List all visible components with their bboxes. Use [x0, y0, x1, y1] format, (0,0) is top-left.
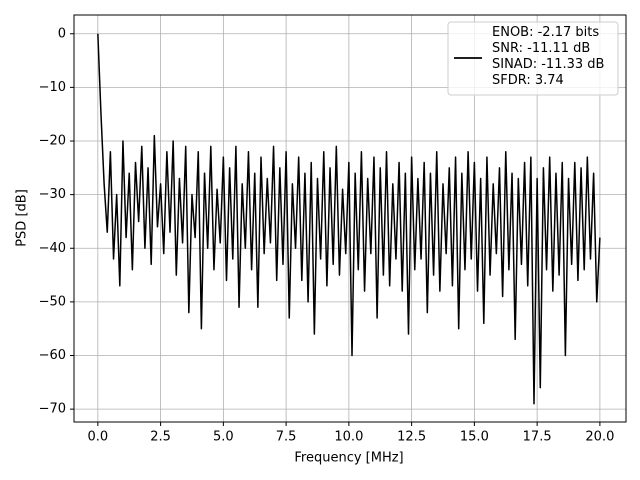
- x-tick-label: 17.5: [523, 430, 552, 445]
- x-tick-label: 15.0: [460, 430, 489, 445]
- y-tick-label: −50: [39, 294, 66, 309]
- x-axis-label: Frequency [MHz]: [294, 451, 403, 466]
- y-tick-label: 0: [58, 26, 66, 41]
- x-tick-label: 0.0: [88, 430, 109, 445]
- x-tick-label: 7.5: [276, 430, 297, 445]
- y-tick-label: −60: [39, 348, 66, 363]
- x-tick-label: 10.0: [334, 430, 363, 445]
- legend-label: ENOB: -2.17 bits SNR: -11.11 dB SINAD: -…: [492, 25, 605, 88]
- x-tick-label: 5.0: [213, 430, 234, 445]
- y-tick-label: −70: [39, 402, 66, 417]
- y-axis-label: PSD [dB]: [15, 189, 30, 247]
- x-tick-label: 12.5: [397, 430, 426, 445]
- x-tick-label: 20.0: [585, 430, 614, 445]
- y-tick-label: −30: [39, 187, 66, 202]
- y-tick-label: −20: [39, 134, 66, 149]
- line: [97, 33, 601, 405]
- legend-box: [447, 21, 619, 96]
- x-tick-label: 2.5: [150, 430, 171, 445]
- y-tick-label: −40: [39, 241, 66, 256]
- y-tick-label: −10: [39, 80, 66, 95]
- plot-frame: [73, 14, 627, 423]
